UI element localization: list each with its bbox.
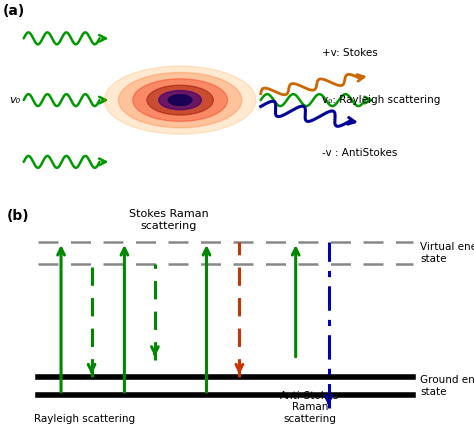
Circle shape [118, 72, 242, 128]
Text: (b): (b) [7, 209, 30, 223]
Text: (a): (a) [2, 4, 25, 18]
Circle shape [104, 66, 256, 134]
Text: Virtual energy
state: Virtual energy state [420, 242, 474, 264]
Text: v₀: Rayleigh scattering: v₀: Rayleigh scattering [322, 95, 441, 105]
Text: -v : AntiStokes: -v : AntiStokes [322, 148, 398, 158]
Text: Stokes Raman
scattering: Stokes Raman scattering [129, 209, 209, 230]
Text: Ground energy
state: Ground energy state [420, 375, 474, 397]
Text: v₀: v₀ [9, 95, 20, 105]
Text: Anti-Stokes
Raman
scattering: Anti-Stokes Raman scattering [280, 391, 339, 424]
Circle shape [147, 85, 213, 115]
Text: Rayleigh scattering: Rayleigh scattering [34, 414, 135, 424]
Circle shape [159, 91, 201, 109]
Circle shape [168, 95, 192, 105]
Text: +v: Stokes: +v: Stokes [322, 48, 378, 58]
Circle shape [133, 79, 228, 121]
